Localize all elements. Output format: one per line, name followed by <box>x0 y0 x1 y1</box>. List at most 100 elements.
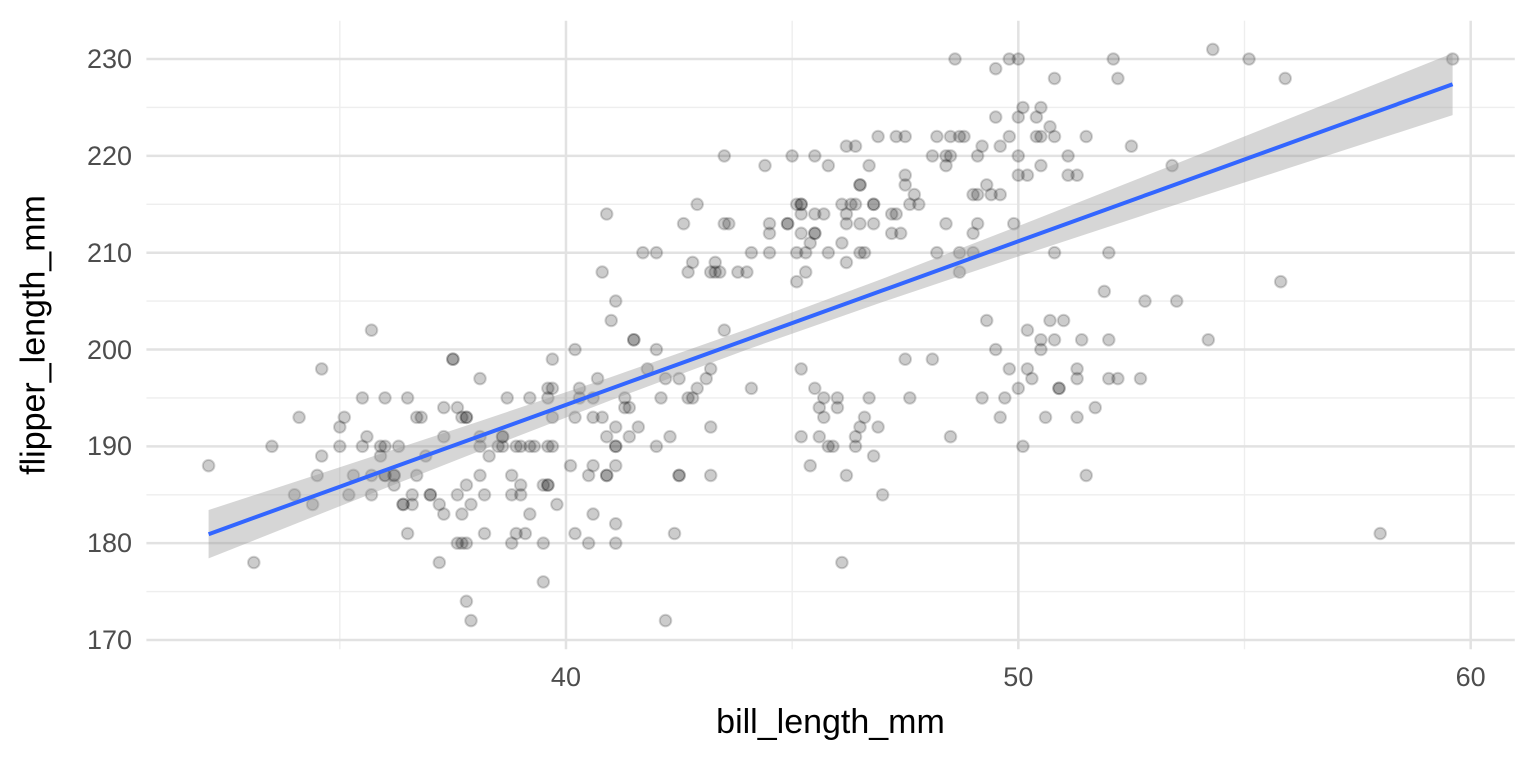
scatter-point <box>821 158 836 173</box>
scatter-point <box>586 507 600 521</box>
scatter-point <box>586 458 600 473</box>
scatter-point <box>536 536 551 551</box>
scatter-point <box>817 207 831 221</box>
scatter-point <box>550 497 564 512</box>
scatter-point <box>608 458 623 473</box>
scatter-point <box>364 488 379 502</box>
scatter-point <box>808 149 822 163</box>
scatter-point <box>590 371 605 386</box>
scatter-point <box>1016 439 1030 454</box>
scatter-point <box>1043 313 1057 328</box>
scatter-point <box>889 129 904 144</box>
scatter-point <box>450 488 465 502</box>
scatter-point <box>1079 129 1093 144</box>
scatter-point <box>798 265 813 279</box>
scatter-point <box>663 429 677 444</box>
scatter-point <box>993 187 1008 202</box>
scatter-point <box>817 391 831 405</box>
scatter-point <box>314 449 329 463</box>
scatter-point <box>1070 168 1084 182</box>
scatter-point <box>1201 333 1216 347</box>
scatter-point <box>536 575 551 589</box>
scatter-point <box>685 391 700 405</box>
scatter-point <box>1002 52 1017 66</box>
scatter-point <box>523 391 537 405</box>
scatter-point <box>360 429 374 444</box>
scatter-point <box>509 439 524 454</box>
scatter-point <box>504 536 519 551</box>
scatter-point <box>835 555 849 570</box>
scatter-point <box>450 400 465 415</box>
scatter-point <box>889 207 904 221</box>
scatter-point <box>672 468 686 483</box>
scatter-point <box>853 245 867 260</box>
scatter-point <box>898 168 913 182</box>
scatter-point <box>672 468 686 483</box>
scatter-point <box>1138 294 1152 308</box>
scatter-point <box>482 449 496 463</box>
scatter-point <box>495 429 510 444</box>
scatter-point <box>541 478 555 492</box>
scatter-point <box>1070 362 1084 376</box>
scatter-point <box>731 265 745 279</box>
scatter-point <box>387 478 401 492</box>
scatter-point <box>1034 100 1048 115</box>
scatter-point <box>523 507 537 521</box>
scatter-point <box>866 197 881 212</box>
scatter-point <box>853 216 867 231</box>
scatter-point <box>975 391 989 405</box>
scatter-point <box>654 391 668 405</box>
scatter-point <box>495 439 510 454</box>
scatter-point <box>898 178 913 192</box>
x-axis-title: bill_length_mm <box>716 703 945 741</box>
scatter-point <box>839 139 854 153</box>
scatter-point <box>541 381 555 396</box>
scatter-point <box>437 507 451 521</box>
scatter-point <box>903 391 917 405</box>
scatter-point <box>957 129 971 144</box>
scatter-point <box>835 197 849 212</box>
y-tick-label: 220 <box>86 140 132 171</box>
scatter-point <box>455 507 469 521</box>
scatter-point <box>523 439 537 454</box>
scatter-point <box>201 458 216 473</box>
scatter-point <box>717 216 732 231</box>
scatter-point <box>979 313 994 328</box>
scatter-point <box>495 429 510 444</box>
scatter-point <box>1242 52 1256 66</box>
scatter-point <box>545 439 560 454</box>
scatter-point <box>450 536 465 551</box>
scatter-point <box>1011 168 1026 182</box>
scatter-point <box>1278 71 1292 86</box>
scatter-point <box>464 613 478 628</box>
scatter-point <box>853 178 867 192</box>
scatter-point <box>952 129 967 144</box>
scatter-point <box>993 410 1008 425</box>
scatter-point <box>1034 158 1048 173</box>
scatter-point <box>1011 381 1026 396</box>
scatter-point <box>866 216 881 231</box>
scatter-point <box>423 488 438 502</box>
scatter-point <box>459 478 474 492</box>
scatter-point <box>405 488 420 502</box>
scatter-point <box>459 410 474 425</box>
y-axis-title: flipper_length_mm <box>14 195 53 475</box>
scatter-point <box>513 439 528 454</box>
scatter-point <box>699 371 714 386</box>
scatter-point <box>455 410 469 425</box>
scatter-point <box>333 420 347 434</box>
scatter-point <box>744 381 759 396</box>
scatter-point <box>744 245 759 260</box>
scatter-point <box>853 420 867 434</box>
scatter-point <box>1061 168 1075 182</box>
scatter-point <box>970 187 985 202</box>
scatter-point <box>608 420 623 434</box>
scatter-point <box>1111 371 1125 386</box>
scatter-point <box>839 468 854 483</box>
scatter-point <box>400 391 415 405</box>
scatter-point <box>821 245 836 260</box>
scatter-point <box>563 458 578 473</box>
scatter-point <box>717 323 732 338</box>
scatter-point <box>762 216 777 231</box>
